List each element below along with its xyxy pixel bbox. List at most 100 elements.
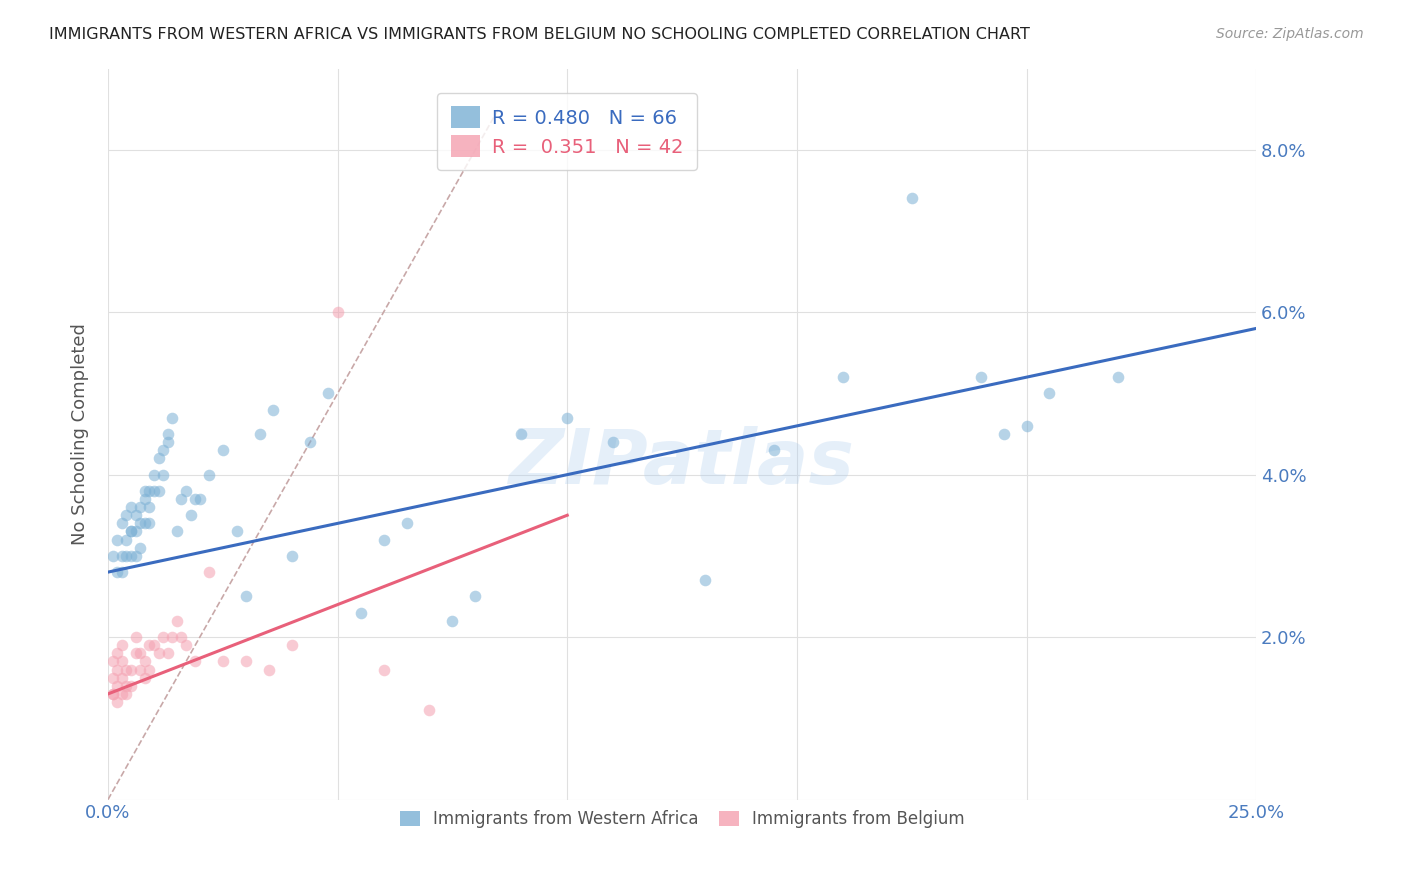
Point [105, 679, 128, 693]
Point [225, 524, 247, 539]
Point [510, 427, 533, 442]
Point [249, 427, 271, 442]
Point [900, 192, 922, 206]
Point [1038, 386, 1060, 401]
Point [142, 483, 165, 498]
Point [134, 655, 156, 669]
Point [166, 614, 188, 628]
Point [373, 533, 395, 547]
Point [120, 524, 142, 539]
Point [198, 467, 221, 482]
Point [235, 655, 257, 669]
Point [120, 524, 142, 539]
Point [111, 549, 134, 563]
Point [111, 516, 134, 531]
Point [138, 663, 160, 677]
Point [101, 671, 124, 685]
Point [280, 638, 302, 652]
Point [138, 500, 160, 515]
Point [152, 467, 174, 482]
Point [993, 427, 1015, 442]
Point [148, 483, 170, 498]
Point [105, 695, 128, 709]
Point [101, 687, 124, 701]
Point [373, 663, 395, 677]
Point [198, 565, 221, 579]
Point [115, 533, 138, 547]
Point [105, 663, 128, 677]
Point [257, 663, 280, 677]
Legend: Immigrants from Western Africa, Immigrants from Belgium: Immigrants from Western Africa, Immigran… [394, 804, 972, 835]
Point [184, 655, 207, 669]
Point [105, 533, 128, 547]
Point [152, 630, 174, 644]
Point [101, 549, 124, 563]
Point [969, 370, 991, 384]
Point [156, 427, 179, 442]
Point [111, 687, 134, 701]
Point [162, 630, 184, 644]
Point [134, 491, 156, 506]
Point [170, 491, 193, 506]
Point [142, 638, 165, 652]
Point [120, 500, 142, 515]
Point [174, 483, 197, 498]
Point [124, 549, 146, 563]
Point [105, 565, 128, 579]
Point [299, 435, 322, 450]
Point [120, 663, 142, 677]
Point [693, 573, 716, 587]
Point [184, 491, 207, 506]
Point [156, 646, 179, 660]
Point [115, 508, 138, 523]
Point [188, 491, 211, 506]
Point [134, 671, 156, 685]
Point [134, 516, 156, 531]
Point [1015, 418, 1038, 433]
Point [120, 679, 142, 693]
Point [111, 655, 134, 669]
Point [326, 305, 349, 319]
Point [555, 410, 578, 425]
Point [441, 614, 464, 628]
Point [395, 516, 418, 531]
Point [138, 638, 160, 652]
Text: Source: ZipAtlas.com: Source: ZipAtlas.com [1216, 27, 1364, 41]
Point [115, 687, 138, 701]
Point [464, 590, 486, 604]
Point [124, 646, 146, 660]
Point [138, 483, 160, 498]
Point [129, 541, 152, 555]
Point [162, 410, 184, 425]
Point [762, 443, 785, 458]
Point [211, 443, 233, 458]
Point [235, 590, 257, 604]
Text: ZIPatlas: ZIPatlas [509, 426, 855, 500]
Y-axis label: No Schooling Completed: No Schooling Completed [72, 323, 89, 545]
Point [120, 549, 142, 563]
Point [115, 549, 138, 563]
Point [111, 638, 134, 652]
Point [602, 435, 624, 450]
Point [211, 655, 233, 669]
Point [318, 386, 340, 401]
Point [148, 451, 170, 466]
Point [124, 630, 146, 644]
Point [174, 638, 197, 652]
Point [129, 500, 152, 515]
Point [262, 402, 284, 417]
Point [111, 671, 134, 685]
Point [129, 516, 152, 531]
Point [134, 483, 156, 498]
Point [129, 663, 152, 677]
Point [418, 703, 440, 717]
Point [101, 655, 124, 669]
Point [115, 679, 138, 693]
Point [115, 663, 138, 677]
Point [148, 646, 170, 660]
Point [142, 467, 165, 482]
Point [166, 524, 188, 539]
Point [180, 508, 202, 523]
Point [105, 646, 128, 660]
Text: IMMIGRANTS FROM WESTERN AFRICA VS IMMIGRANTS FROM BELGIUM NO SCHOOLING COMPLETED: IMMIGRANTS FROM WESTERN AFRICA VS IMMIGR… [49, 27, 1031, 42]
